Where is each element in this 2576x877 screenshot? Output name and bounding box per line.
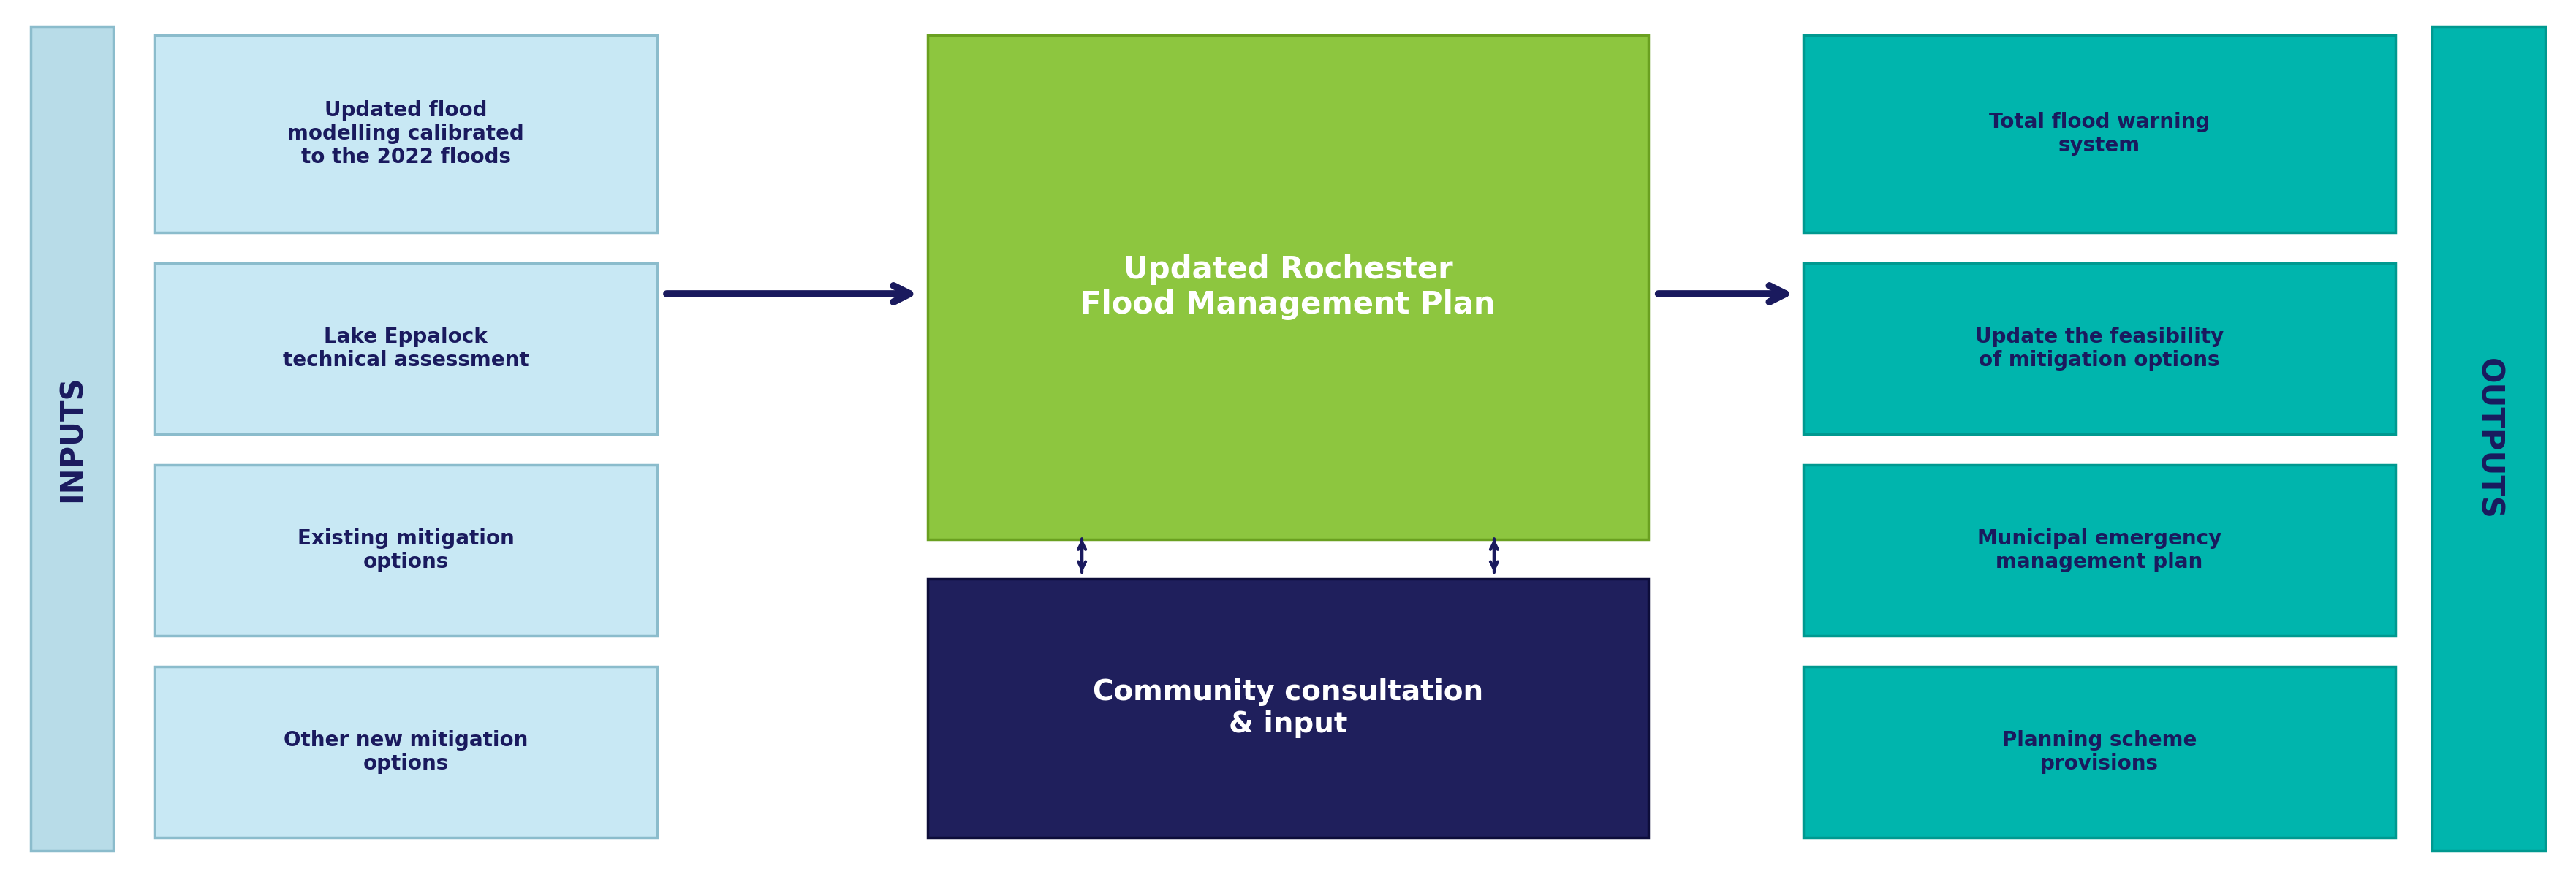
FancyBboxPatch shape <box>1803 35 2396 232</box>
Text: Planning scheme
provisions: Planning scheme provisions <box>2002 730 2197 774</box>
Text: Other new mitigation
options: Other new mitigation options <box>283 730 528 774</box>
Text: Update the feasibility
of mitigation options: Update the feasibility of mitigation opt… <box>1976 326 2223 371</box>
FancyBboxPatch shape <box>155 263 657 434</box>
Text: Lake Eppalock
technical assessment: Lake Eppalock technical assessment <box>283 326 528 371</box>
Text: Updated flood
modelling calibrated
to the 2022 floods: Updated flood modelling calibrated to th… <box>289 100 523 168</box>
Text: INPUTS: INPUTS <box>57 375 88 502</box>
Text: Community consultation
& input: Community consultation & input <box>1092 678 1484 738</box>
FancyBboxPatch shape <box>155 667 657 838</box>
Text: OUTPUTS: OUTPUTS <box>2473 358 2504 519</box>
Text: Existing mitigation
options: Existing mitigation options <box>296 528 515 573</box>
FancyBboxPatch shape <box>1803 263 2396 434</box>
FancyBboxPatch shape <box>31 26 113 851</box>
Text: Total flood warning
system: Total flood warning system <box>1989 111 2210 156</box>
FancyBboxPatch shape <box>155 35 657 232</box>
Text: Updated Rochester
Flood Management Plan: Updated Rochester Flood Management Plan <box>1079 254 1497 320</box>
FancyBboxPatch shape <box>1803 465 2396 636</box>
FancyBboxPatch shape <box>2432 26 2545 851</box>
FancyBboxPatch shape <box>155 465 657 636</box>
FancyBboxPatch shape <box>1803 667 2396 838</box>
FancyBboxPatch shape <box>927 35 1649 539</box>
Text: Municipal emergency
management plan: Municipal emergency management plan <box>1978 528 2221 573</box>
FancyBboxPatch shape <box>927 579 1649 838</box>
